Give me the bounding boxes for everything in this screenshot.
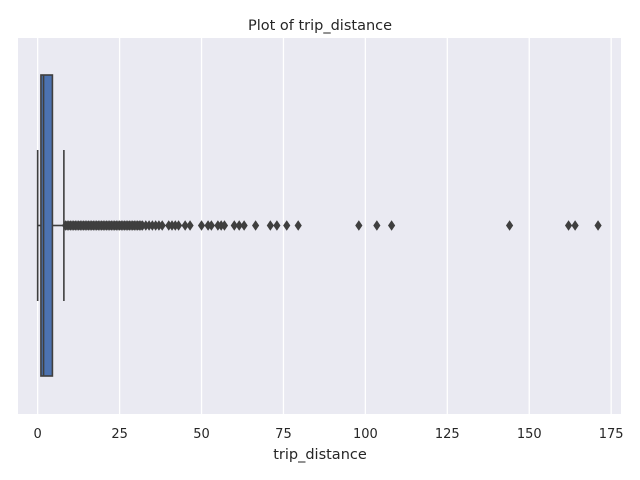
x-tick-label: 100 (353, 427, 378, 442)
outlier-point (158, 220, 166, 231)
outlier-point (220, 220, 229, 231)
outlier-point (387, 220, 396, 231)
outlier-point (594, 220, 602, 231)
x-tick-label: 0 (34, 427, 42, 442)
outlier-point (373, 220, 381, 231)
box-plot (36, 74, 65, 377)
x-axis-label: trip_distance (273, 447, 367, 463)
x-axis-ticks: 0 25 50 75 100 125 150 175 (34, 427, 624, 442)
outlier-point (174, 220, 183, 231)
outlier-point (564, 220, 573, 231)
x-tick-label: 25 (111, 427, 128, 442)
x-tick-label: 125 (435, 427, 460, 442)
outlier-point (181, 220, 189, 231)
outlier-point (240, 220, 248, 231)
outlier-point (197, 220, 206, 231)
outlier-points (61, 220, 602, 231)
x-tick-label: 175 (599, 427, 624, 442)
outlier-point (273, 220, 281, 231)
outlier-point (505, 220, 514, 231)
outlier-point (355, 220, 363, 231)
x-tick-label: 150 (517, 427, 542, 442)
outlier-point (251, 220, 260, 231)
outlier-point (283, 220, 291, 231)
outlier-point (235, 220, 243, 231)
outlier-point (207, 220, 215, 231)
chart-title: Plot of trip_distance (248, 18, 392, 34)
outlier-point (294, 220, 302, 231)
x-tick-label: 50 (193, 427, 210, 442)
outlier-point (266, 220, 274, 231)
outlier-point (230, 220, 238, 231)
outlier-point (186, 220, 194, 231)
outlier-point (571, 220, 579, 231)
x-tick-label: 75 (275, 427, 292, 442)
iqr-box (40, 74, 54, 377)
